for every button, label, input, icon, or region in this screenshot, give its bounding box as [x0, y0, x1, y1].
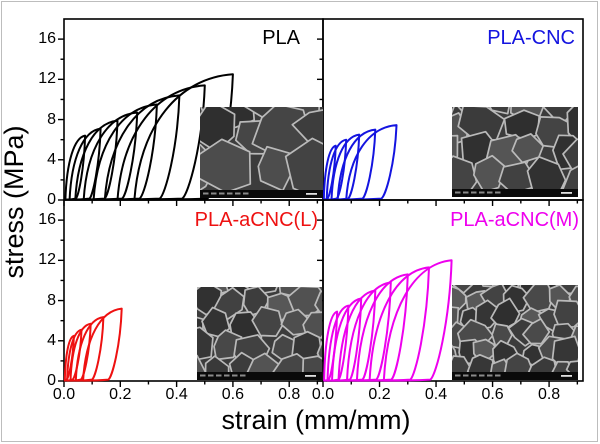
panel-title-pla-cnc: PLA-CNC: [487, 27, 575, 49]
y-tick-label: 12: [38, 251, 56, 269]
y-tick-label: 0: [47, 191, 56, 208]
stress-strain-loop: [330, 133, 361, 201]
sem-caption-bar: [452, 189, 578, 197]
y-tick-label: 16: [38, 30, 56, 48]
stress-strain-loop: [116, 84, 206, 201]
x-tick-label: 0.4: [165, 386, 188, 403]
x-tick-label: 0.2: [368, 386, 391, 403]
x-tick-label: 0.0: [311, 386, 335, 403]
stress-strain-loop: [82, 307, 123, 382]
y-tick-label: 8: [47, 291, 56, 309]
panel-frame: [322, 199, 584, 382]
sem-caption-bar: [197, 372, 322, 380]
sem-scale-bar: [306, 193, 317, 195]
sem-scale-bar: [561, 192, 572, 194]
sem-scale-bar: [561, 375, 572, 377]
y-tick-label: 4: [47, 331, 56, 349]
panel-title-pla-acnc-m: PLA-aCNC(M): [450, 209, 579, 231]
sem-inset-pla: [200, 107, 323, 198]
foam-cells: [452, 107, 578, 189]
sem-inset-pla-cnc: [452, 107, 578, 197]
sem-scale-bar: [305, 375, 316, 377]
y-tick-label: 4: [47, 150, 56, 168]
x-tick-label: 0.6: [221, 386, 245, 403]
x-tick-label: 0.8: [537, 386, 561, 403]
y-tick-label: 16: [38, 211, 56, 229]
x-tick-label: 0.0: [52, 386, 76, 403]
stress-strain-loop: [368, 266, 430, 382]
panel-title-pla: PLA: [262, 27, 300, 49]
panel-title-pla-acnc-l: PLA-aCNC(L): [194, 209, 318, 231]
stress-strain-loop: [103, 94, 181, 201]
x-tick-label: 0.4: [424, 386, 448, 403]
sem-caption-bar: [452, 372, 578, 380]
sem-inset-pla-acnc-m: [452, 285, 578, 380]
y-tick-label: 8: [47, 110, 56, 128]
foam-cells: [452, 285, 578, 372]
x-axis-label: strain (mm/mm): [221, 405, 411, 435]
stress-strain-loop: [382, 259, 453, 382]
stress-strain-loop: [92, 103, 158, 201]
sem-caption-bar: [200, 190, 323, 198]
foam-cells: [197, 287, 322, 372]
y-tick-label: 12: [38, 70, 56, 88]
sem-inset-pla-acnc-l: [197, 287, 322, 380]
foam-cells: [200, 107, 323, 190]
x-tick-label: 0.2: [109, 386, 132, 403]
x-tick-label: 0.8: [278, 386, 301, 403]
y-tick-label: 0: [47, 372, 56, 389]
x-tick-label: 0.6: [481, 386, 504, 403]
